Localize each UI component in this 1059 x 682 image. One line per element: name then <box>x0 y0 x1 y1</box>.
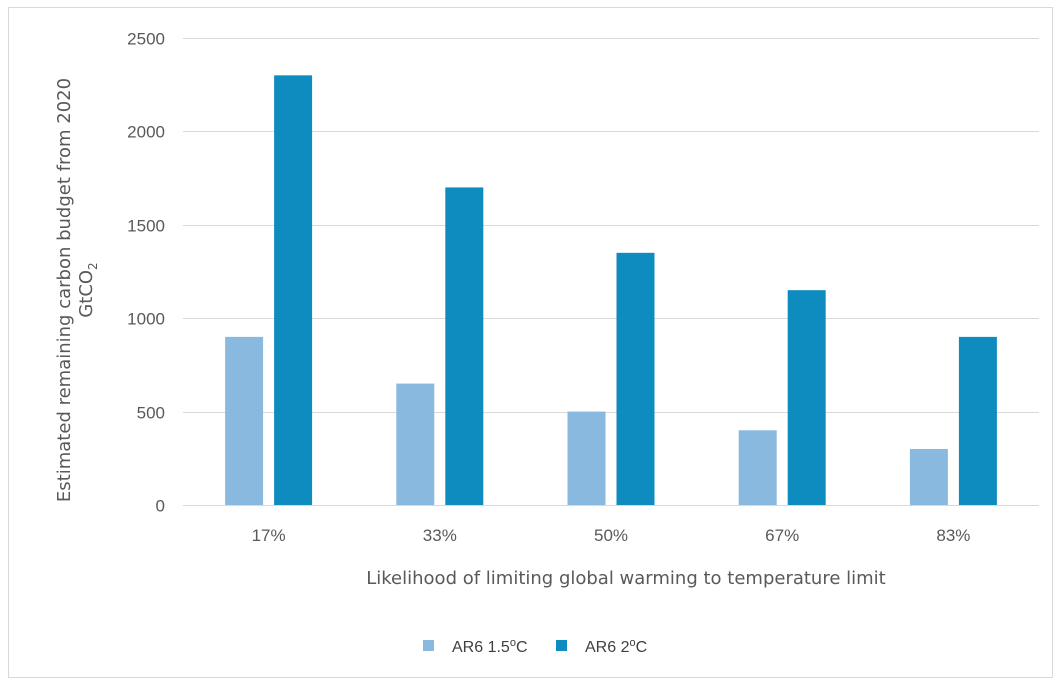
x-axis-title: Likelihood of limiting global warming to… <box>366 568 886 589</box>
legend-item: AR6 2oC <box>556 637 647 656</box>
x-tick-label: 67% <box>765 526 799 545</box>
bar-ar6-2c-83pct <box>958 336 997 505</box>
bar-ar6-1-5c-67pct <box>738 430 777 505</box>
x-tick-label: 83% <box>936 526 970 545</box>
bar-ar6-1-5c-33pct <box>396 383 435 505</box>
y-axis-title-line2: GtCO2 <box>76 262 100 317</box>
bars <box>225 75 997 506</box>
x-tick-labels: 17% 33% 50% 67% 83% <box>252 526 971 545</box>
x-tick-label: 50% <box>594 526 628 545</box>
legend-label: AR6 1.5oC <box>452 637 528 656</box>
y-axis-title-unit: GtCO <box>76 270 97 318</box>
y-tick-labels: 0 500 1000 1500 2000 2500 <box>127 30 165 516</box>
bar-ar6-2c-67pct <box>787 290 826 505</box>
legend-item: AR6 1.5oC <box>423 637 528 656</box>
legend: AR6 1.5oC AR6 2oC <box>423 637 647 656</box>
bar-ar6-2c-50pct <box>616 252 655 505</box>
x-tick-label: 17% <box>252 526 286 545</box>
y-axis-title-line1: Estimated remaining carbon budget from 2… <box>54 78 75 502</box>
y-tick-label: 1000 <box>127 310 165 329</box>
bar-ar6-2c-17pct <box>274 75 313 506</box>
chart-border <box>8 7 1053 678</box>
y-axis-title: Estimated remaining carbon budget from 2… <box>54 78 100 502</box>
legend-label: AR6 2oC <box>585 637 647 656</box>
y-tick-label: 2500 <box>127 30 165 49</box>
y-tick-label: 500 <box>137 404 165 423</box>
y-tick-label: 0 <box>156 497 165 516</box>
legend-swatch <box>423 640 434 651</box>
bar-ar6-1-5c-83pct <box>909 448 948 505</box>
bar-ar6-1-5c-17pct <box>225 336 264 505</box>
bar-ar6-2c-33pct <box>445 187 484 505</box>
y-tick-label: 1500 <box>127 217 165 236</box>
x-tick-label: 33% <box>423 526 457 545</box>
bar-ar6-1-5c-50pct <box>567 411 606 505</box>
y-tick-label: 2000 <box>127 123 165 142</box>
gridlines <box>183 38 1039 506</box>
y-axis-title-subscript: 2 <box>86 262 100 270</box>
legend-swatch <box>556 640 567 651</box>
